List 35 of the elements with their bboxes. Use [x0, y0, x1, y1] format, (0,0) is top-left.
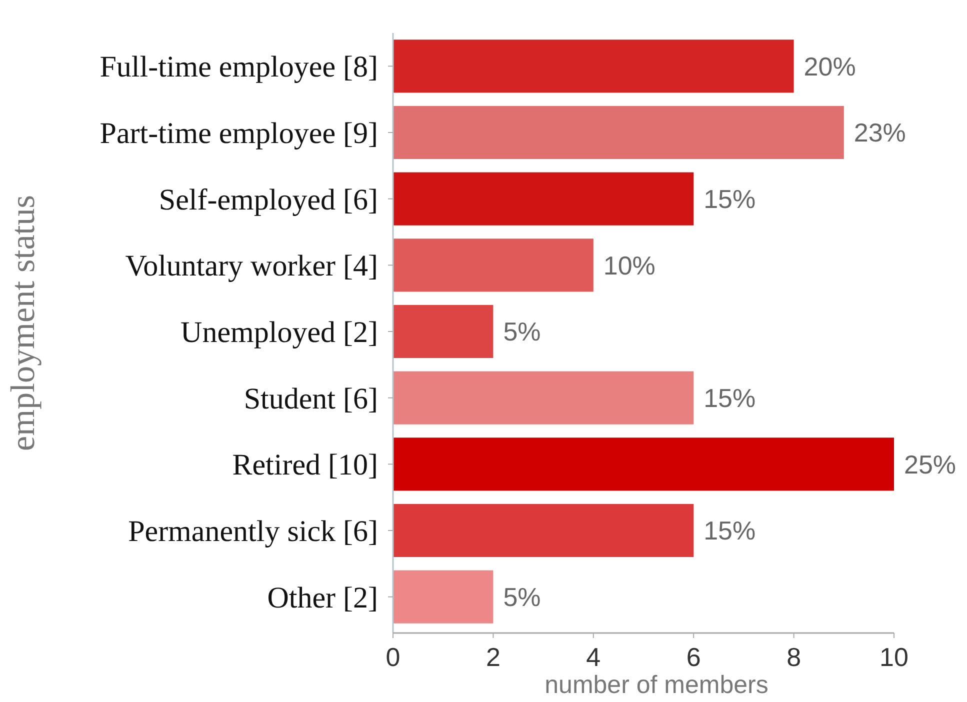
annotation: 10% [603, 250, 656, 280]
annotation: 25% [904, 449, 956, 480]
bar [393, 238, 594, 292]
bar [393, 438, 894, 491]
annotation: 5% [503, 316, 541, 347]
x-tick-label: 4 [586, 642, 601, 672]
x-tick-label: 8 [786, 642, 802, 672]
annotation: 5% [503, 582, 541, 612]
annotation: 20% [804, 51, 856, 82]
bar [393, 304, 494, 358]
bar [393, 570, 494, 624]
bar [393, 371, 694, 424]
y-tick-label: Voluntary worker [4] [125, 250, 378, 283]
y-axis-title: employment status [5, 195, 42, 451]
bar [393, 106, 844, 160]
y-tick-label: Full-time employee [8] [100, 50, 378, 84]
x-tick-label: 2 [486, 642, 500, 672]
y-tick-label: Permanently sick [6] [128, 515, 378, 548]
annotation: 23% [854, 118, 906, 148]
annotation: 15% [704, 516, 756, 546]
bar [393, 504, 694, 558]
y-tick-label: Unemployed [2] [180, 316, 378, 349]
y-tick-label: Part-time employee [9] [100, 117, 378, 150]
x-tick-label: 6 [686, 642, 701, 672]
x-axis-title: number of members [544, 671, 768, 699]
annotation: 15% [704, 184, 756, 214]
annotation: 15% [704, 382, 756, 413]
bar [393, 172, 694, 226]
y-tick-label: Other [2] [267, 581, 378, 614]
x-tick-label: 0 [386, 642, 400, 672]
y-tick-label: Student [6] [244, 382, 378, 416]
y-tick-label: Retired [10] [232, 448, 378, 482]
x-tick-label: 10 [880, 642, 908, 672]
bar [393, 40, 794, 93]
y-tick-label: Self-employed [6] [158, 183, 378, 216]
